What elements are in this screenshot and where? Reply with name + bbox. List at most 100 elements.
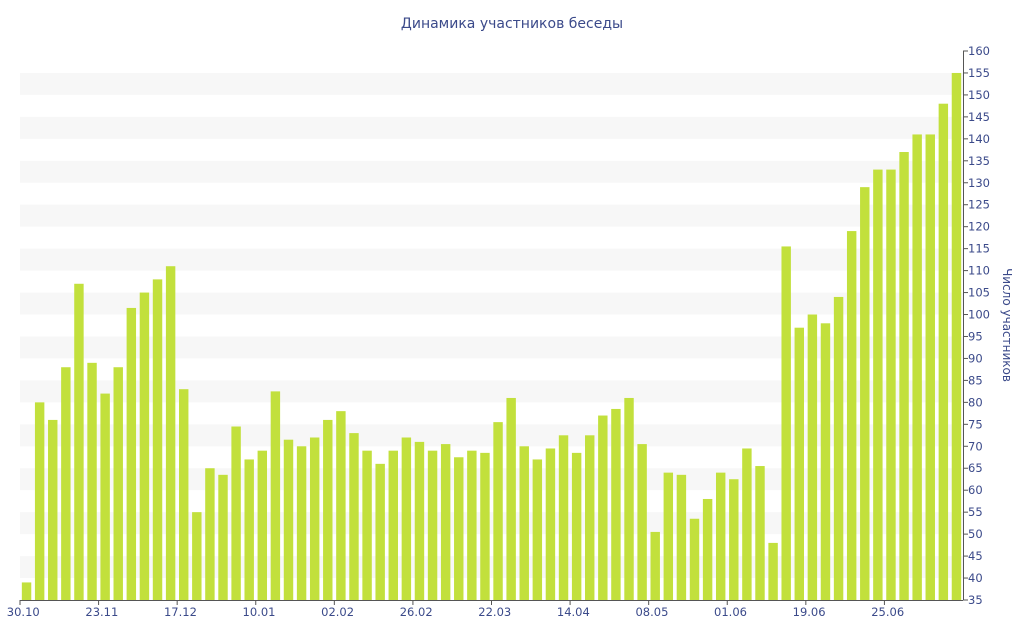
- bar: [598, 415, 608, 600]
- bar: [21, 582, 32, 600]
- bar: [283, 439, 294, 600]
- y-tick-label: 120: [968, 220, 990, 234]
- bar: [414, 441, 425, 600]
- y-tick-label: 100: [968, 308, 990, 322]
- bar: [87, 362, 97, 600]
- bar: [571, 452, 582, 600]
- bar: [715, 472, 726, 600]
- y-tick-label: 110: [968, 264, 990, 278]
- bar: [860, 187, 870, 601]
- bar: [244, 459, 254, 600]
- bar: [938, 103, 949, 600]
- bar: [139, 292, 150, 600]
- x-tick-label: 22.03: [478, 605, 511, 619]
- grid-band: [20, 512, 963, 535]
- bar: [152, 279, 163, 600]
- x-tick-label: 02.02: [321, 605, 354, 619]
- bar: [375, 463, 385, 600]
- bar: [427, 450, 438, 600]
- grid-band: [20, 468, 963, 491]
- y-tick-label: 145: [968, 110, 990, 124]
- bar: [729, 479, 739, 600]
- bar: [637, 444, 647, 600]
- bar: [493, 422, 503, 600]
- bar: [270, 391, 281, 600]
- x-tick-label: 14.04: [557, 605, 590, 619]
- bar: [689, 518, 700, 600]
- bar: [231, 426, 241, 600]
- bar: [100, 393, 110, 600]
- bar: [650, 531, 660, 600]
- bar: [532, 459, 543, 600]
- y-tick-label: 95: [968, 329, 983, 343]
- y-tick-label: 35: [968, 593, 983, 607]
- bar: [768, 542, 778, 600]
- bar: [951, 72, 962, 600]
- bar: [886, 169, 896, 601]
- y-tick-label: 125: [968, 198, 990, 212]
- y-tick-label: 150: [968, 88, 990, 102]
- bar: [467, 450, 477, 600]
- x-tick-label: 01.06: [714, 605, 747, 619]
- chart-title: Динамика участников беседы: [401, 16, 623, 32]
- y-tick-label: 60: [968, 483, 983, 497]
- bar: [205, 468, 215, 600]
- bar: [309, 437, 320, 600]
- bar: [846, 231, 857, 600]
- bar: [401, 437, 412, 600]
- bar: [519, 446, 529, 600]
- grid-band: [20, 204, 963, 227]
- grid-band: [20, 116, 963, 139]
- bar: [74, 283, 84, 600]
- y-tick-label: 65: [968, 461, 983, 475]
- y-axis-ticks: 35 40 45 50 55 60 65 70 75 80 85 90 95 100 105 110 115 12…: [963, 44, 990, 607]
- bars: [21, 72, 962, 601]
- y-tick-label: 85: [968, 373, 983, 387]
- y-axis-title: Число участников: [1000, 268, 1014, 382]
- bar: [257, 450, 268, 600]
- bar: [545, 448, 556, 600]
- x-tick-label: 26.02: [400, 605, 433, 619]
- bar: [336, 411, 346, 600]
- bar: [349, 433, 359, 600]
- bar: [899, 152, 909, 601]
- bar: [296, 446, 307, 600]
- bar: [179, 389, 189, 600]
- y-tick-label: 40: [968, 571, 983, 585]
- bar: [323, 419, 333, 600]
- bar: [663, 472, 674, 600]
- bar: [807, 314, 818, 600]
- bar: [833, 296, 844, 600]
- bar: [873, 169, 883, 601]
- grid-band: [20, 160, 963, 183]
- x-tick-label: 10.01: [243, 605, 276, 619]
- bar: [165, 266, 176, 600]
- bar: [755, 466, 765, 600]
- bar: [611, 408, 621, 600]
- bar: [218, 474, 228, 600]
- y-tick-label: 75: [968, 417, 983, 431]
- bar: [48, 419, 58, 600]
- bar: [34, 402, 45, 600]
- bar: [362, 450, 372, 600]
- grid-band: [20, 72, 963, 95]
- x-tick-label: 19.06: [793, 605, 826, 619]
- bar: [388, 450, 398, 600]
- y-tick-label: 50: [968, 527, 983, 541]
- grid-band: [20, 336, 963, 359]
- bar: [624, 397, 634, 600]
- bar: [440, 444, 451, 600]
- y-tick-label: 140: [968, 132, 990, 146]
- bar: [912, 134, 922, 600]
- bar: [506, 397, 516, 600]
- x-tick-label: 08.05: [635, 605, 668, 619]
- x-tick-label: 17.12: [164, 605, 197, 619]
- y-tick-label: 160: [968, 44, 990, 58]
- grid-band: [20, 424, 963, 447]
- y-tick-label: 90: [968, 351, 983, 365]
- bar: [113, 367, 123, 600]
- x-axis-ticks: 30.10 23.11 17.12 10.01 02.02 26.02 22.03 14.04…: [7, 600, 904, 619]
- bar: [925, 134, 935, 600]
- bar: [126, 307, 137, 600]
